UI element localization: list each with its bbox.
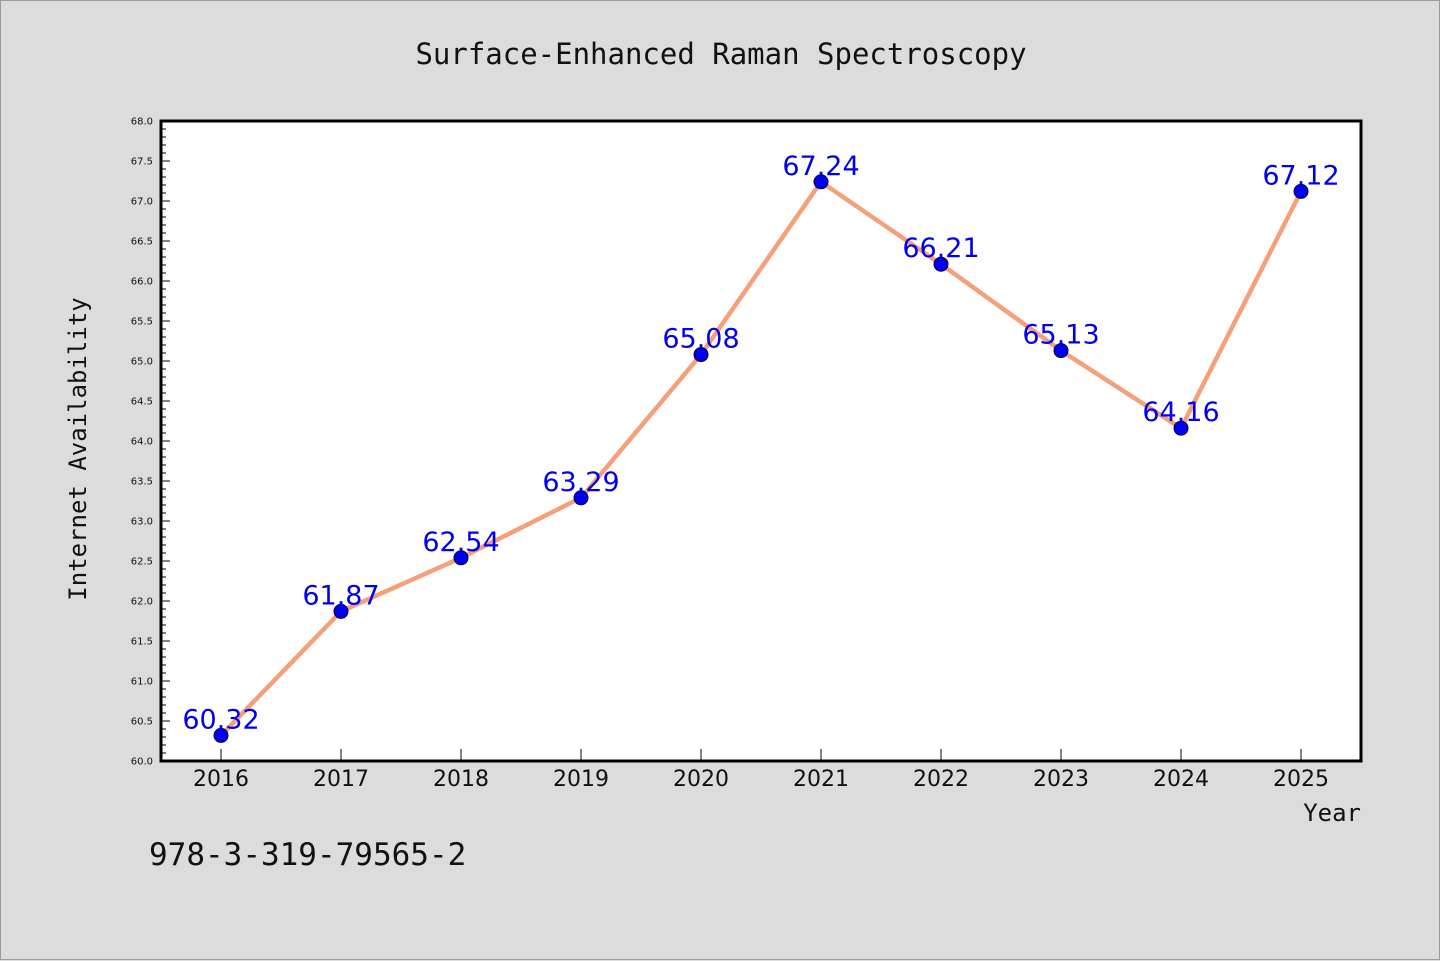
y-tick-label: 67.5 — [131, 157, 153, 168]
markers-layer — [213, 174, 1309, 743]
y-tick-label: 66.0 — [131, 277, 153, 288]
plot-area — [161, 121, 1361, 761]
plot-frame — [159, 119, 1363, 763]
x-tick-label: 2021 — [793, 767, 849, 792]
x-tick-label: 2023 — [1033, 767, 1089, 792]
y-tick-label: 60.0 — [131, 757, 153, 768]
data-point-marker — [693, 347, 709, 363]
x-tick-label: 2017 — [313, 767, 369, 792]
data-point-marker — [1173, 420, 1189, 436]
data-label: 66.21 — [902, 233, 979, 264]
data-label: 64.16 — [1142, 397, 1219, 428]
data-point-marker — [453, 550, 469, 566]
data-point-marker — [1293, 183, 1309, 199]
y-tick-label: 62.5 — [131, 557, 153, 568]
data-label: 67.24 — [782, 151, 859, 182]
y-tick-label: 63.5 — [131, 477, 153, 488]
y-tick-label: 64.0 — [131, 437, 153, 448]
y-tick-label: 68.0 — [131, 117, 153, 128]
series-line — [218, 179, 1304, 738]
data-point-marker — [333, 603, 349, 619]
data-label: 67.12 — [1262, 160, 1339, 191]
chart-title: Surface-Enhanced Raman Spectroscopy — [415, 37, 1026, 71]
y-tick-label: 62.0 — [131, 597, 153, 608]
x-axis-label: Year — [1303, 799, 1361, 827]
y-tick-label: 64.5 — [131, 397, 153, 408]
data-label: 63.29 — [542, 467, 619, 498]
data-label: 62.54 — [422, 527, 499, 558]
y-tick-label: 63.0 — [131, 517, 153, 528]
data-point-marker — [813, 174, 829, 190]
x-tick-label: 2025 — [1273, 767, 1329, 792]
data-label: 61.87 — [302, 580, 379, 611]
y-tick-label: 67.0 — [131, 197, 153, 208]
y-axis-label: Internet Availability — [64, 297, 92, 600]
ticks-layer: 60.0 60.5 61.0 61.5 62.0 62.5 63.0 63.5 64.0 64.5… — [131, 117, 1329, 793]
y-tick-label: 61.5 — [131, 637, 153, 648]
data-label: 65.13 — [1022, 320, 1099, 351]
y-tick-label: 60.5 — [131, 717, 153, 728]
data-label: 60.32 — [182, 704, 259, 735]
x-tick-label: 2020 — [673, 767, 729, 792]
y-tick-label: 65.5 — [131, 317, 153, 328]
data-labels-layer: 60.32 61.87 62.54 63.29 65.08 67.24 66.21 65.13… — [182, 151, 1339, 736]
footnote-text: 978-3-319-79565-2 — [149, 837, 466, 873]
data-point-marker — [213, 727, 229, 743]
data-point-marker — [1053, 343, 1069, 359]
x-tick-label: 2016 — [193, 767, 249, 792]
x-tick-label: 2019 — [553, 767, 609, 792]
y-tick-label: 66.5 — [131, 237, 153, 248]
data-point-marker — [573, 490, 589, 506]
x-tick-label: 2018 — [433, 767, 489, 792]
x-tick-label: 2022 — [913, 767, 969, 792]
y-tick-label: 65.0 — [131, 357, 153, 368]
y-tick-label: 61.0 — [131, 677, 153, 688]
data-point-marker — [933, 256, 949, 272]
data-label: 65.08 — [662, 324, 739, 355]
x-tick-label: 2024 — [1153, 767, 1209, 792]
